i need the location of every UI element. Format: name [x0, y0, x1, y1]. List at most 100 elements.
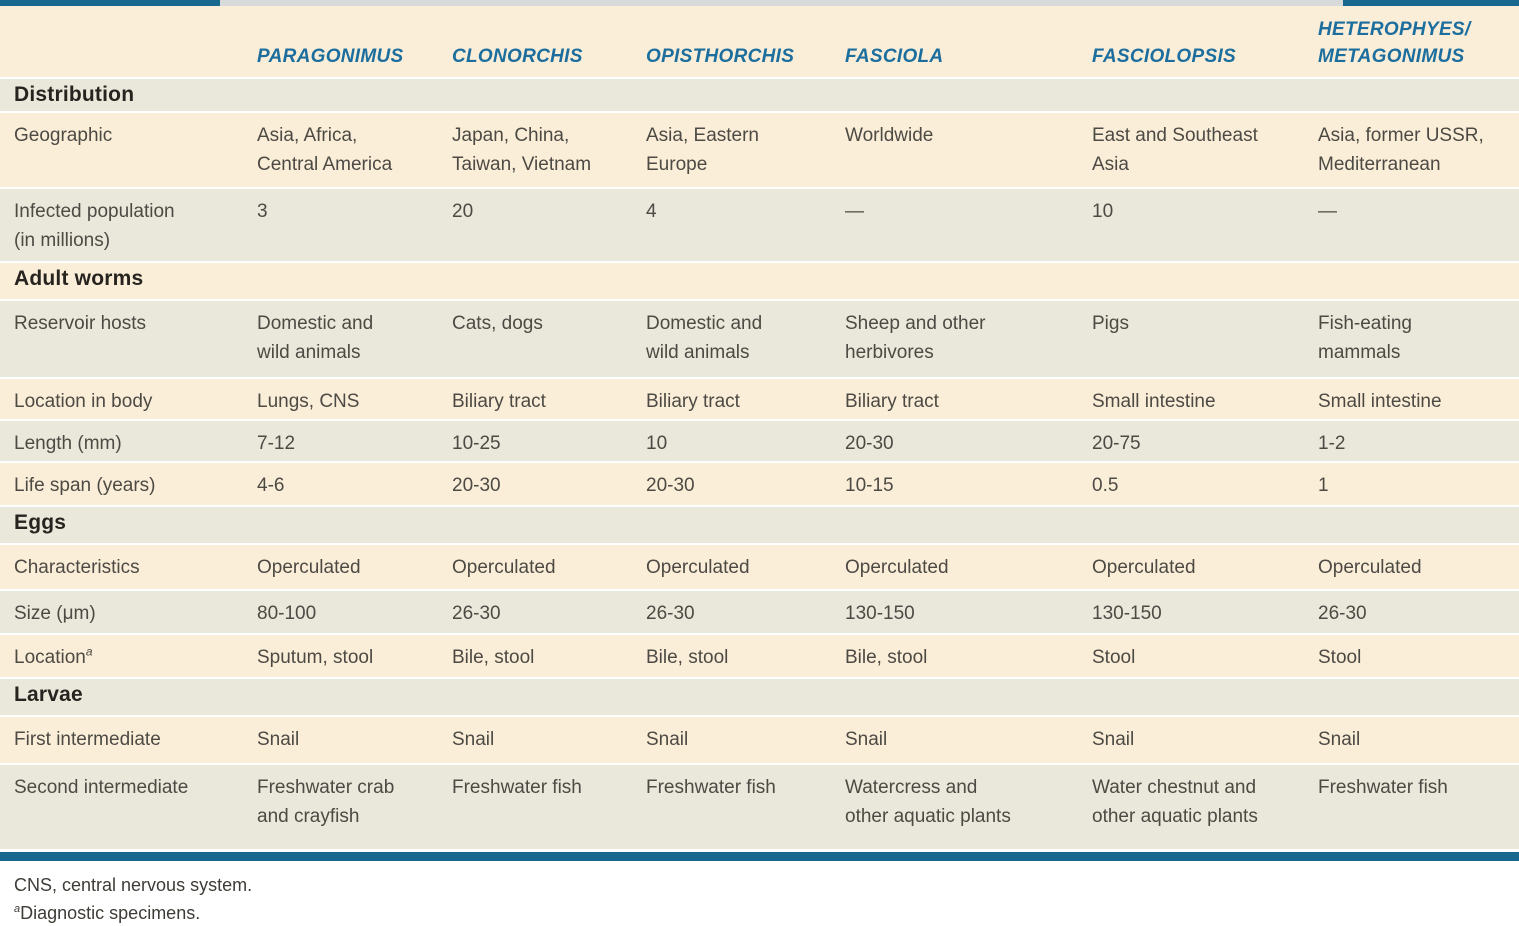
cell: Freshwater fish [646, 777, 776, 798]
section-header-row: Distribution [0, 79, 1519, 111]
cell: Biliary tract [845, 391, 939, 412]
cell: Operculated [845, 557, 949, 578]
cell: Snail [845, 729, 888, 750]
column-header: PARAGONIMUS [257, 46, 404, 67]
row-label: Characteristics [0, 545, 257, 589]
footnote: aDiagnostic specimens. [14, 899, 1519, 926]
row-label: Locationa [0, 635, 257, 677]
cell: Cats, dogs [452, 313, 543, 334]
column-header: OPISTHORCHIS [646, 46, 795, 67]
cell: 20 [452, 201, 474, 222]
cell: 80-100 [257, 603, 317, 624]
cell: Operculated [452, 557, 556, 578]
trematode-comparison-table: PARAGONIMUS CLONORCHIS OPISTHORCHIS FASCIOL… [0, 6, 1519, 849]
cell: 130-150 [1092, 603, 1162, 624]
cell: Snail [257, 729, 300, 750]
section-header-row: Larvae [0, 679, 1519, 715]
footnote-text: CNS, central nervous system. [14, 875, 253, 895]
cell: Sheep and other herbivores [845, 313, 986, 363]
cell: East and Southeast Asia [1092, 125, 1258, 175]
table-row: Second intermediate Freshwater crab and c… [0, 765, 1519, 849]
row-label-text: Location in body [14, 391, 153, 412]
section-header-row: Eggs [0, 507, 1519, 543]
cell: 26-30 [1318, 603, 1367, 624]
cell: Small intestine [1318, 391, 1442, 412]
table-row: Size (μm) 80-100 26-30 26-30 130-150 130-150 2… [0, 591, 1519, 633]
cell: Asia, former USSR, Mediterranean [1318, 125, 1484, 175]
cell: 4-6 [257, 475, 285, 496]
row-label-text: Size (μm) [14, 603, 96, 624]
cell: Pigs [1092, 313, 1129, 334]
table-row: Locationa Sputum, stool Bile, stool Bile, s… [0, 635, 1519, 677]
cell: 26-30 [452, 603, 501, 624]
row-label: Location in body [0, 379, 257, 419]
cell: Snail [452, 729, 495, 750]
cell: Freshwater fish [452, 777, 582, 798]
cell: Domestic and wild animals [646, 313, 763, 363]
cell: 10 [1092, 201, 1114, 222]
table-row: Life span (years) 4-6 20-30 20-30 10-15 0.5 1 [0, 463, 1519, 505]
cell: Domestic and wild animals [257, 313, 374, 363]
column-header: HETEROPHYES/ METAGONIMUS [1318, 19, 1471, 67]
cell: Stool [1318, 647, 1362, 668]
cell: 20-75 [1092, 433, 1141, 454]
table-row: Reservoir hosts Domestic and wild animals… [0, 301, 1519, 377]
cell: Fish-eating mammals [1318, 313, 1412, 363]
row-label: Second intermediate [0, 765, 257, 849]
cell: 20-30 [845, 433, 894, 454]
cell: Small intestine [1092, 391, 1216, 412]
cell: 26-30 [646, 603, 695, 624]
cell: Sputum, stool [257, 647, 374, 668]
table-row: Location in body Lungs, CNS Biliary tract B… [0, 379, 1519, 419]
row-label-text: Life span (years) [14, 475, 156, 496]
cell: Lungs, CNS [257, 391, 360, 412]
cell: Stool [1092, 647, 1136, 668]
cell: Snail [1318, 729, 1361, 750]
bottom-accent-bar [0, 852, 1519, 861]
cell: Operculated [646, 557, 750, 578]
cell: Asia, Eastern Europe [646, 125, 759, 175]
top-border-right-segment [1343, 0, 1519, 6]
cell: — [1318, 201, 1337, 222]
table-row: Characteristics Operculated Operculated Ope… [0, 545, 1519, 589]
cell: 1 [1318, 475, 1329, 496]
row-label-text: Second intermediate [14, 777, 189, 798]
column-header: FASCIOLA [845, 46, 944, 67]
cell: 3 [257, 201, 268, 222]
table-row: First intermediate Snail Snail Snail Snail Sn… [0, 717, 1519, 763]
footnote-text: Diagnostic specimens. [20, 903, 201, 923]
column-header-row: PARAGONIMUS CLONORCHIS OPISTHORCHIS FASCIOL… [0, 6, 1519, 77]
row-label: Size (μm) [0, 591, 257, 633]
row-label: Geographic [0, 113, 257, 187]
row-label-marker: a [86, 645, 93, 659]
table-row: Geographic Asia, Africa, Central America J… [0, 113, 1519, 187]
cell: Operculated [257, 557, 361, 578]
cell: Freshwater fish [1318, 777, 1448, 798]
cell: Biliary tract [452, 391, 546, 412]
cell: Water chestnut and other aquatic plants [1092, 777, 1258, 827]
cell: 1-2 [1318, 433, 1346, 454]
row-label-text: Geographic [14, 125, 113, 146]
cell: Biliary tract [646, 391, 740, 412]
cell: Watercress and other aquatic plants [845, 777, 1011, 827]
cell: 10-25 [452, 433, 501, 454]
cell: Snail [1092, 729, 1135, 750]
cell: Snail [646, 729, 689, 750]
row-label: Length (mm) [0, 421, 257, 461]
row-label: Reservoir hosts [0, 301, 257, 377]
cell: 4 [646, 201, 657, 222]
cell: Bile, stool [646, 647, 729, 668]
top-border-middle-segment [220, 0, 1343, 6]
row-label: Life span (years) [0, 463, 257, 505]
cell: Bile, stool [845, 647, 928, 668]
table-row: Infected population (in millions) 3 20 4 — 10… [0, 189, 1519, 261]
row-label-text: Characteristics [14, 557, 140, 578]
cell: — [845, 201, 864, 222]
cell: 130-150 [845, 603, 915, 624]
cell: 10 [646, 433, 668, 454]
section-header-row: Adult worms [0, 263, 1519, 299]
cell: 20-30 [452, 475, 501, 496]
cell: Operculated [1092, 557, 1196, 578]
footnote: CNS, central nervous system. [14, 871, 1519, 899]
footnote-marker: a [14, 903, 21, 915]
